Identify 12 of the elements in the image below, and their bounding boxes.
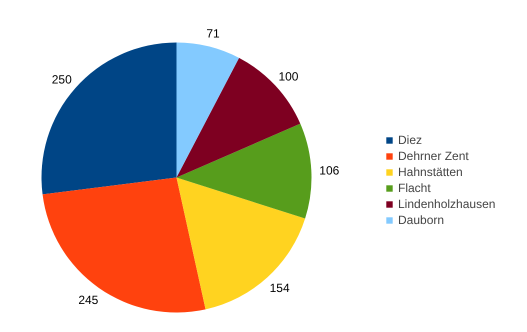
data-label: 245 <box>78 292 99 307</box>
data-label: 100 <box>278 69 299 84</box>
legend-label: Hahnstätten <box>398 165 463 179</box>
legend-label: Dauborn <box>398 213 444 227</box>
legend-label: Lindenholzhausen <box>398 197 496 211</box>
legend-label: Flacht <box>398 181 431 195</box>
legend-label: Diez <box>398 133 422 147</box>
data-label: 250 <box>52 72 72 86</box>
legend-label: Dehrner Zent <box>398 149 469 163</box>
data-label: 106 <box>319 163 340 178</box>
data-label: 71 <box>206 26 220 40</box>
data-label: 154 <box>270 281 290 296</box>
